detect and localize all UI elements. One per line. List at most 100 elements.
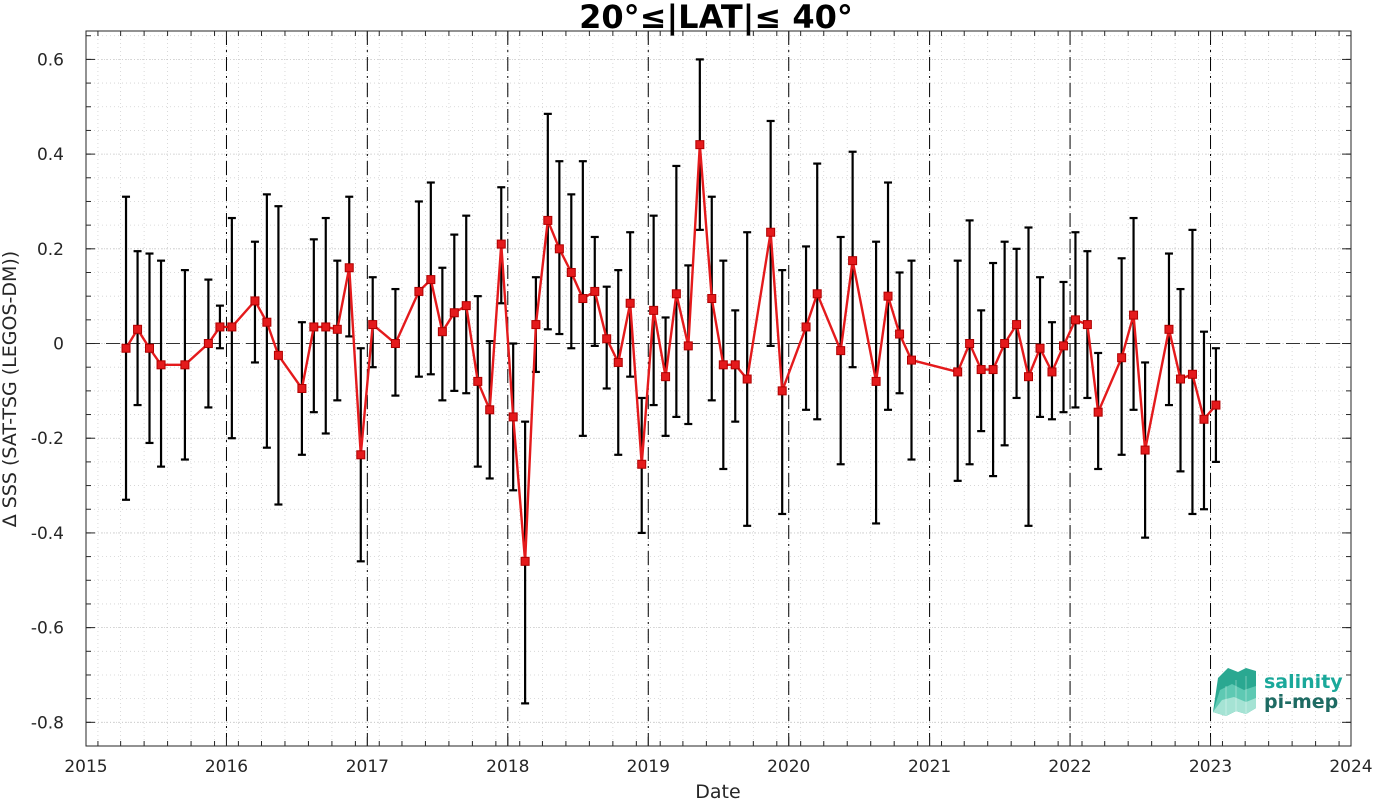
data-point-marker (766, 227, 776, 237)
y-tick-label: 0.2 (37, 240, 64, 260)
data-point-marker (590, 286, 600, 296)
data-point-marker (531, 320, 541, 330)
data-point-marker (883, 291, 893, 301)
data-point-marker (1059, 341, 1069, 351)
data-point-marker (344, 263, 354, 273)
data-point-marker (683, 341, 693, 351)
data-point-marker (332, 324, 342, 334)
data-point-marker (496, 239, 506, 249)
data-point-marker (637, 459, 647, 469)
data-point-marker (578, 294, 588, 304)
x-tick-label: 2018 (486, 757, 529, 777)
series-markers (121, 140, 1221, 566)
data-point-marker (976, 365, 986, 375)
data-point-marker (1199, 414, 1209, 424)
data-point-marker (426, 275, 436, 285)
x-tick-label: 2021 (908, 757, 951, 777)
data-point-marker (649, 305, 659, 315)
y-tick-label: -0.8 (31, 713, 64, 733)
data-point-marker (777, 386, 787, 396)
data-point-marker (356, 450, 366, 460)
data-point-marker (461, 301, 471, 311)
data-point-marker (1023, 372, 1033, 382)
x-tick-label: 2015 (64, 757, 107, 777)
data-point-marker (543, 215, 553, 225)
data-point-marker (321, 322, 331, 332)
data-point-marker (1176, 374, 1186, 384)
data-point-marker (965, 339, 975, 349)
y-tick-label: -0.6 (31, 619, 64, 639)
data-point-marker (730, 360, 740, 370)
x-tick-label: 2024 (1329, 757, 1372, 777)
data-point-marker (133, 324, 143, 334)
data-point-marker (121, 343, 131, 353)
data-point-marker (613, 357, 623, 367)
data-point-marker (718, 360, 728, 370)
x-tick-labels: 2015 2016 2017 2018 2019 2020 2021 2022 2023 2024 (64, 757, 1372, 777)
data-point-marker (262, 317, 272, 327)
data-point-marker (145, 343, 155, 353)
data-point-marker (520, 556, 530, 566)
data-point-marker (215, 322, 225, 332)
x-tick-label: 2019 (627, 757, 670, 777)
data-point-marker (203, 339, 213, 349)
data-point-marker (473, 376, 483, 386)
plot-frame (85, 30, 1352, 747)
data-point-marker (1035, 343, 1045, 353)
data-point-marker (566, 267, 576, 277)
data-point-marker (1140, 445, 1150, 455)
data-point-marker (871, 376, 881, 386)
data-point-marker (309, 322, 319, 332)
data-point-marker (671, 289, 681, 299)
data-point-marker (602, 334, 612, 344)
data-point-marker (953, 367, 963, 377)
data-point-marker (742, 374, 752, 384)
y-tick-label: -0.2 (31, 429, 64, 449)
data-point-marker (273, 350, 283, 360)
data-point-marker (414, 286, 424, 296)
data-point-marker (485, 405, 495, 415)
y-axis-label: Δ SSS (SAT-TSG (LEGOS-DM)) (0, 251, 21, 527)
data-point-marker (1012, 320, 1022, 330)
data-point-marker (801, 322, 811, 332)
data-point-marker (1211, 400, 1221, 410)
x-tick-label: 2017 (346, 757, 389, 777)
data-point-marker (297, 384, 307, 393)
data-point-marker (1000, 339, 1010, 349)
x-tick-label: 2016 (205, 757, 248, 777)
data-point-marker (180, 360, 190, 370)
data-point-marker (812, 289, 822, 299)
data-point-marker (707, 294, 717, 304)
data-point-marker (227, 322, 237, 332)
x-tick-label: 2020 (767, 757, 810, 777)
data-point-marker (449, 308, 459, 318)
data-point-marker (508, 412, 518, 422)
data-point-marker (1047, 367, 1057, 377)
y-tick-label: 0 (53, 335, 64, 355)
data-point-marker (437, 327, 447, 337)
y-tick-label: 0.4 (37, 145, 64, 165)
data-point-marker (554, 244, 564, 254)
axis-ticks (85, 31, 1352, 746)
y-tick-label: 0.6 (37, 50, 64, 70)
data-point-marker (390, 339, 400, 349)
data-point-marker (1070, 315, 1080, 325)
data-point-marker (1187, 369, 1197, 379)
data-point-marker (156, 360, 166, 370)
data-point-marker (848, 256, 858, 266)
y-tick-labels: 0.6 0.4 0.2 0 -0.2 -0.4 -0.6 -0.8 (31, 50, 64, 733)
data-point-marker (1117, 353, 1127, 363)
data-point-marker (695, 140, 705, 150)
salinity-pi-mep-logo: salinity pi-mep (1213, 668, 1343, 716)
data-point-marker (988, 365, 998, 375)
data-point-marker (836, 346, 846, 356)
data-point-marker (907, 355, 917, 365)
data-point-marker (895, 329, 905, 339)
y-tick-label: -0.4 (31, 524, 64, 544)
logo-text-salinity: salinity (1264, 671, 1343, 693)
logo-text-pi-mep: pi-mep (1264, 691, 1338, 713)
x-axis-label: Date (695, 781, 740, 801)
data-point-marker (368, 320, 378, 330)
data-point-marker (625, 298, 635, 308)
data-point-marker (1093, 407, 1103, 417)
